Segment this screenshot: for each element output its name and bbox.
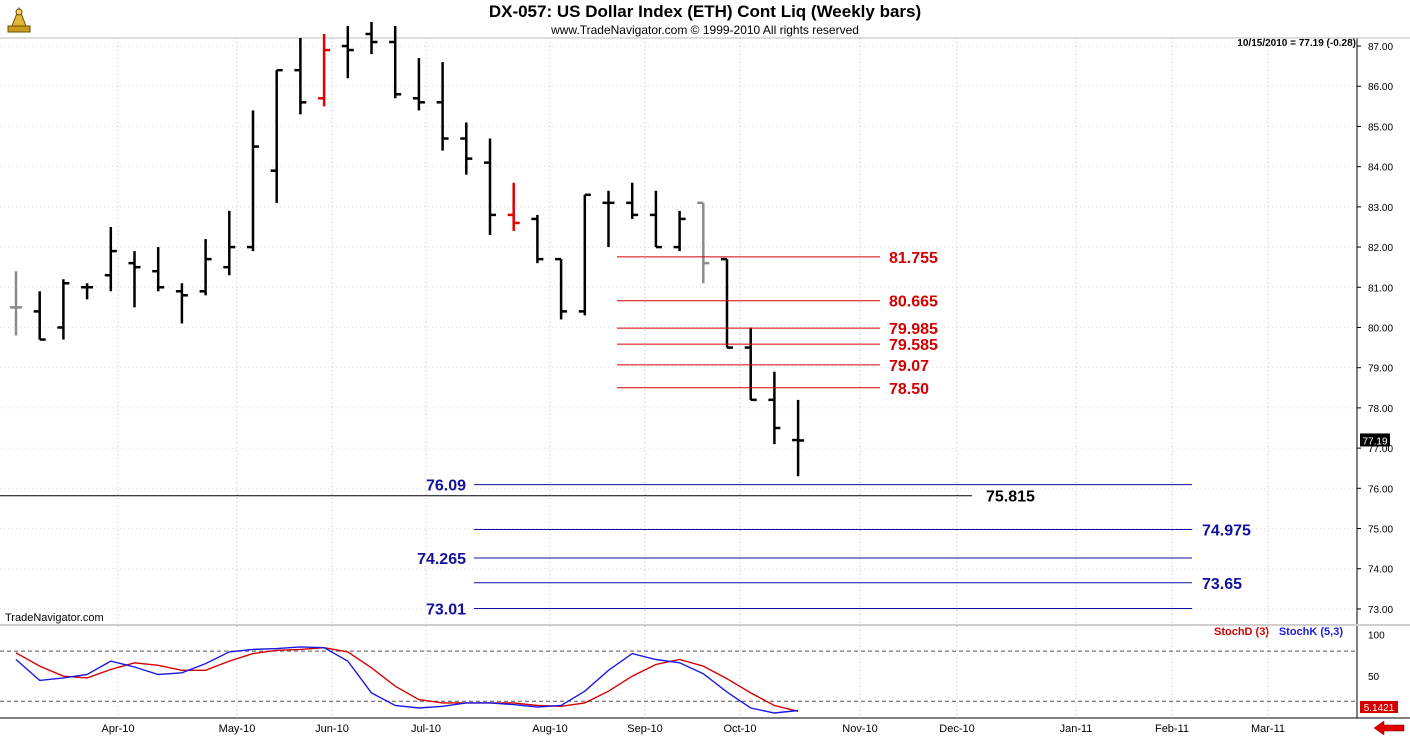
- x-tick-label: Jul-10: [411, 723, 441, 735]
- x-tick-label: Nov-10: [842, 723, 877, 735]
- stoch-k-line: [15, 646, 799, 714]
- x-tick-label: Mar-11: [1251, 723, 1285, 735]
- ohlc-bar: [175, 283, 188, 324]
- x-tick-label: Feb-11: [1155, 723, 1189, 735]
- level-label-support: 76.09: [426, 478, 466, 495]
- y-tick-label: 84.00: [1368, 163, 1393, 174]
- y-tick-label: 80.00: [1368, 323, 1393, 334]
- y-tick-label: 75.00: [1368, 525, 1393, 536]
- ohlc-bar: [744, 327, 757, 402]
- trade-navigator-logo-icon: [7, 6, 31, 33]
- ohlc-bar: [128, 251, 141, 308]
- x-tick-label: Oct-10: [723, 723, 756, 735]
- ohlc-bar: [578, 193, 591, 316]
- x-tick-label: Jun-10: [315, 723, 349, 735]
- legend-stoch-d: StochD (3): [1214, 626, 1269, 638]
- scroll-left-arrow-icon: [1373, 720, 1405, 736]
- chart-title: DX-057: US Dollar Index (ETH) Cont Liq (…: [489, 2, 921, 21]
- x-tick-label: Jan-11: [1060, 723, 1093, 735]
- y-tick-label: 86.00: [1368, 82, 1393, 93]
- level-label-resistance: 80.665: [889, 294, 938, 311]
- ohlc-bar: [484, 138, 496, 236]
- level-label-resistance: 81.755: [889, 250, 938, 267]
- stoch-d-line: [15, 646, 799, 712]
- ohlc-bar: [81, 283, 94, 300]
- level-label-support: 73.01: [426, 602, 466, 619]
- last-price-box: [1360, 433, 1390, 447]
- ohlc-bar: [626, 182, 639, 219]
- ohlc-bar: [768, 371, 781, 445]
- ohlc-bar: [507, 182, 520, 231]
- ohlc-bar: [10, 271, 22, 336]
- last-bar-readout: 10/15/2010 = 77.19 (-0.28): [1237, 38, 1356, 49]
- y-tick-label: 76.00: [1368, 484, 1393, 495]
- stoch-y-tick-label: 50: [1368, 672, 1380, 683]
- level-label-resistance: 79.07: [889, 358, 929, 375]
- ohlc-bar: [57, 279, 70, 340]
- stoch-last-value-label: 5.1421: [1364, 703, 1395, 714]
- ohlc-bar: [152, 247, 165, 292]
- ohlc-bar: [294, 38, 307, 115]
- ohlc-bar: [412, 58, 425, 111]
- ohlc-bar: [649, 190, 662, 249]
- y-tick-label: 73.00: [1368, 605, 1393, 616]
- y-tick-label: 81.00: [1368, 283, 1393, 294]
- ohlc-bar: [792, 399, 805, 477]
- chart-subtitle: www.TradeNavigator.com © 1999-2010 All r…: [550, 23, 859, 37]
- ohlc-bar: [531, 214, 544, 264]
- y-tick-label: 74.00: [1368, 565, 1393, 576]
- ohlc-bar: [341, 25, 354, 79]
- y-tick-label: 87.00: [1368, 42, 1393, 53]
- ohlc-bar: [721, 257, 733, 349]
- x-tick-label: May-10: [219, 723, 256, 735]
- level-label-support: 73.65: [1202, 576, 1242, 593]
- ohlc-bar: [247, 110, 259, 252]
- legend-stoch-k: StochK (5,3): [1279, 626, 1344, 638]
- y-tick-label: 78.00: [1368, 404, 1393, 415]
- x-tick-label: Apr-10: [101, 723, 134, 735]
- y-tick-label: 77.00: [1368, 444, 1393, 455]
- stoch-y-tick-label: 100: [1368, 630, 1385, 641]
- ohlc-bar: [365, 21, 378, 55]
- x-tick-label: Aug-10: [532, 723, 567, 735]
- level-label-resistance: 78.50: [889, 381, 929, 398]
- ohlc-bar: [673, 210, 686, 252]
- ohlc-bar: [318, 33, 331, 107]
- y-tick-label: 85.00: [1368, 122, 1393, 133]
- level-label-support: 74.975: [1202, 523, 1251, 540]
- last-price-label: 77.19: [1362, 436, 1387, 447]
- level-label-resistance: 79.585: [889, 337, 938, 354]
- stoch-last-value-box: [1360, 701, 1398, 713]
- ohlc-bar: [555, 257, 568, 320]
- y-tick-label: 83.00: [1368, 203, 1393, 214]
- x-tick-label: Sep-10: [627, 723, 662, 735]
- y-tick-label: 79.00: [1368, 364, 1393, 375]
- ohlc-bar: [436, 62, 449, 151]
- ohlc-bar: [199, 239, 212, 296]
- ohlc-bar: [270, 68, 283, 203]
- ohlc-bar: [104, 226, 117, 292]
- level-label-key: 75.815: [986, 489, 1035, 506]
- ohlc-bar: [223, 210, 236, 276]
- level-label-resistance: 79.985: [889, 321, 938, 338]
- watermark: TradeNavigator.com: [5, 612, 104, 624]
- x-tick-label: Dec-10: [939, 723, 974, 735]
- ohlc-bar: [460, 122, 473, 175]
- y-tick-label: 82.00: [1368, 243, 1393, 254]
- level-label-support: 74.265: [417, 551, 466, 568]
- ohlc-bar: [602, 190, 615, 248]
- ohlc-bar: [697, 201, 710, 284]
- ohlc-bar: [389, 25, 402, 99]
- ohlc-bar: [33, 291, 46, 341]
